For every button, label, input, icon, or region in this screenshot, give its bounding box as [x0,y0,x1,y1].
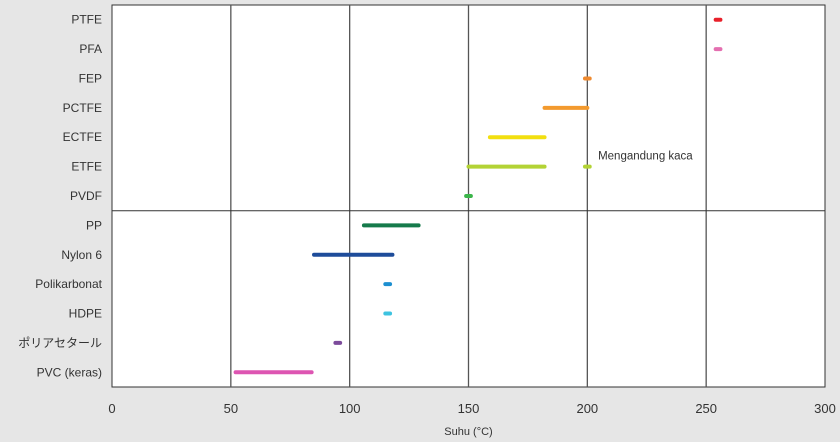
x-tick-label: 300 [814,401,836,416]
grid [230,5,707,387]
y-tick-label: PCTFE [63,101,102,115]
x-axis-labels: 0 50 100 150 200 250 300 [108,401,835,416]
y-tick-label: PVC (keras) [37,365,102,379]
x-tick-label: 0 [108,401,115,416]
y-tick-label: PVDF [70,189,102,203]
x-tick-label: 150 [458,401,480,416]
y-tick-label: PTFE [71,13,102,27]
y-tick-label: ETFE [71,160,102,174]
x-tick-label: 100 [339,401,361,416]
annotations: Mengandung kaca [598,151,693,163]
x-axis-title: Suhu (°C) [444,426,492,438]
y-tick-label: ポリアセタール [18,336,102,350]
range-bars [233,17,723,375]
annotation: Mengandung kaca [598,151,693,163]
y-tick-label: PP [86,218,102,232]
x-tick-label: 250 [695,401,717,416]
y-tick-label: PFA [79,42,102,56]
y-axis-labels: PTFE PFA FEP PCTFE ECTFE ETFE PVDF PP Nylon 6 Pol… [18,13,102,380]
y-tick-label: ECTFE [63,130,102,144]
y-tick-label: Polikarbonat [35,277,102,291]
x-tick-label: 50 [224,401,238,416]
y-tick-label: Nylon 6 [61,248,102,262]
y-tick-label: HDPE [69,307,102,321]
x-tick-label: 200 [576,401,598,416]
y-tick-label: FEP [79,71,102,85]
